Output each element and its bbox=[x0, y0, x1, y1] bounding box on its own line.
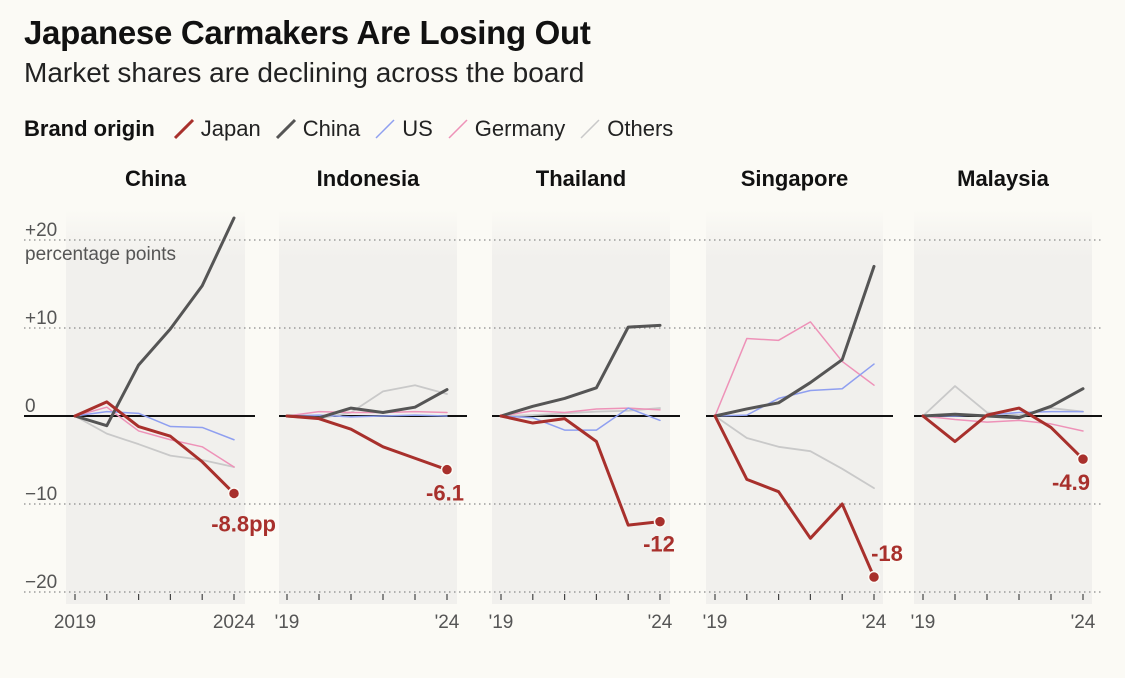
end-point-marker bbox=[653, 515, 667, 528]
legend-swatch-us bbox=[375, 119, 395, 139]
y-tick-label: −10 bbox=[25, 484, 57, 505]
x-tick-label: '19 bbox=[911, 612, 936, 633]
series-line-germany bbox=[500, 407, 661, 417]
series-line-others bbox=[74, 415, 235, 468]
end-value-label: -12 bbox=[643, 532, 675, 557]
legend-item-china: China bbox=[275, 116, 360, 142]
panel-background bbox=[492, 210, 670, 604]
series-line-japan bbox=[713, 414, 876, 579]
series-line-china bbox=[921, 387, 1085, 420]
series-line-japan bbox=[73, 400, 236, 495]
panel-title-singapore: Singapore bbox=[741, 166, 849, 191]
series-line-germany bbox=[922, 415, 1084, 432]
series-line-china bbox=[499, 323, 662, 418]
end-point-marker bbox=[1076, 452, 1090, 466]
panel-background bbox=[914, 210, 1092, 604]
series-line-germany bbox=[714, 321, 875, 417]
series-line-china bbox=[73, 216, 236, 428]
legend-label-japan: Japan bbox=[200, 116, 261, 141]
y-tick-label: −20 bbox=[25, 572, 57, 593]
legend-swatch-germany bbox=[448, 119, 468, 139]
x-tick-label: '19 bbox=[489, 612, 514, 633]
x-tick-label: '24 bbox=[862, 612, 887, 633]
legend-item-us: US bbox=[374, 116, 433, 142]
x-tick-label: '24 bbox=[435, 612, 460, 633]
end-value-label: -4.9 bbox=[1052, 470, 1090, 495]
end-value-label: -8.8pp bbox=[211, 511, 276, 536]
chart-subtitle: Market shares are declining across the b… bbox=[24, 57, 585, 88]
panel-title-malaysia: Malaysia bbox=[957, 166, 1049, 191]
series-line-germany bbox=[74, 406, 235, 468]
x-tick-label: '24 bbox=[648, 612, 673, 633]
series-line-japan bbox=[285, 414, 449, 472]
panel-title-china: China bbox=[125, 166, 187, 191]
x-tick-label: '19 bbox=[275, 612, 300, 633]
end-point-marker bbox=[440, 463, 454, 476]
panel-title-thailand: Thailand bbox=[536, 166, 626, 191]
y-tick-label: 0 bbox=[25, 396, 36, 417]
end-point-marker bbox=[867, 570, 881, 584]
legend-label-us: US bbox=[402, 116, 433, 141]
legend-swatch-japan bbox=[173, 118, 194, 140]
end-point-marker bbox=[227, 487, 241, 500]
legend-title: Brand origin bbox=[24, 116, 155, 141]
panel-background bbox=[706, 210, 883, 604]
legend-label-others: Others bbox=[607, 116, 674, 141]
y-tick-label: +10 bbox=[25, 308, 57, 329]
x-tick-label: 2019 bbox=[54, 612, 96, 633]
y-tick-label: +20 bbox=[25, 220, 57, 241]
legend-label-germany: Germany bbox=[474, 116, 566, 141]
legend-swatch-china bbox=[275, 118, 296, 140]
end-value-label: -6.1 bbox=[426, 481, 464, 506]
x-tick-label: 2024 bbox=[213, 612, 256, 633]
series-line-us bbox=[286, 414, 448, 418]
panel-background bbox=[279, 210, 457, 604]
series-line-germany bbox=[286, 410, 448, 417]
legend-item-germany: Germany bbox=[447, 116, 565, 142]
legend-label-china: China bbox=[302, 116, 361, 141]
x-tick-label: '19 bbox=[703, 612, 728, 633]
end-value-label: -18 bbox=[871, 541, 903, 566]
series-line-china bbox=[713, 264, 876, 418]
series-line-us bbox=[74, 410, 235, 441]
legend: Brand origin Japan China US Germany Othe… bbox=[24, 116, 687, 142]
series-line-others bbox=[714, 415, 875, 490]
legend-item-others: Others bbox=[579, 116, 673, 142]
legend-swatch-others bbox=[580, 119, 600, 139]
panel-title-indonesia: Indonesia bbox=[317, 166, 420, 191]
y-axis-unit-label: percentage points bbox=[25, 244, 176, 265]
series-line-japan bbox=[499, 414, 662, 527]
chart-title: Japanese Carmakers Are Losing Out bbox=[24, 14, 591, 51]
x-tick-label: '24 bbox=[1071, 612, 1096, 633]
series-line-japan bbox=[921, 406, 1085, 461]
legend-item-japan: Japan bbox=[173, 116, 261, 142]
